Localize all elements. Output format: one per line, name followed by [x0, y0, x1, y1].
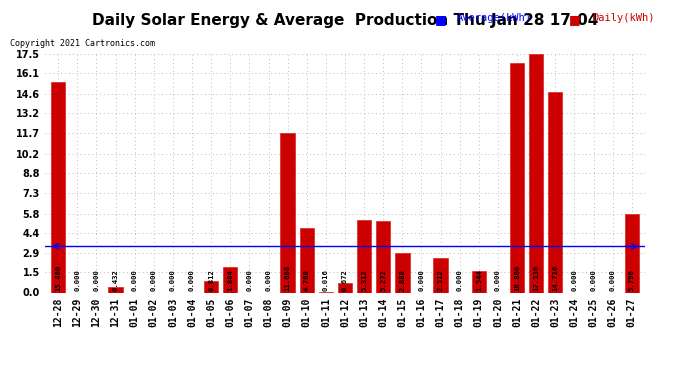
- Text: Copyright 2021 Cartronics.com: Copyright 2021 Cartronics.com: [10, 39, 155, 48]
- Text: 0.000: 0.000: [170, 270, 176, 291]
- Bar: [433, 258, 448, 292]
- Text: 11.688: 11.688: [285, 265, 290, 291]
- Text: 2.512: 2.512: [437, 270, 444, 291]
- Text: 0.000: 0.000: [189, 270, 195, 291]
- Bar: [108, 286, 123, 292]
- Bar: [510, 63, 524, 292]
- Bar: [299, 228, 314, 292]
- Text: Daily Solar Energy & Average  Production Thu Jan 28 17:04: Daily Solar Energy & Average Production …: [92, 13, 598, 28]
- Bar: [204, 282, 218, 292]
- Text: 0.672: 0.672: [342, 270, 348, 291]
- Bar: [280, 134, 295, 292]
- Text: 0.812: 0.812: [208, 270, 214, 291]
- Text: 5.312: 5.312: [361, 270, 367, 291]
- Text: 0.000: 0.000: [75, 270, 80, 291]
- Text: 5.796: 5.796: [629, 270, 635, 291]
- Text: 0.432: 0.432: [112, 270, 119, 291]
- Bar: [529, 54, 543, 292]
- Bar: [376, 221, 391, 292]
- Text: 0.000: 0.000: [246, 270, 253, 291]
- Text: 0.000: 0.000: [151, 270, 157, 291]
- Text: 0.000: 0.000: [457, 270, 463, 291]
- Text: 0.000: 0.000: [93, 270, 99, 291]
- Text: 16.860: 16.860: [514, 265, 520, 291]
- Bar: [472, 272, 486, 292]
- Bar: [223, 267, 237, 292]
- Text: 0.000: 0.000: [571, 270, 578, 291]
- Text: Average(kWh): Average(kWh): [457, 13, 532, 23]
- Bar: [548, 92, 562, 292]
- Text: 0.000: 0.000: [418, 270, 424, 291]
- Text: 5.272: 5.272: [380, 270, 386, 291]
- Bar: [395, 253, 410, 292]
- Bar: [51, 82, 66, 292]
- Bar: [624, 214, 639, 292]
- Text: ■: ■: [569, 13, 581, 26]
- Text: 15.460: 15.460: [55, 265, 61, 291]
- Text: 0.000: 0.000: [132, 270, 138, 291]
- Text: Daily(kWh): Daily(kWh): [592, 13, 655, 23]
- Text: 1.544: 1.544: [476, 270, 482, 291]
- Text: 0.000: 0.000: [266, 270, 272, 291]
- Text: 0.016: 0.016: [323, 270, 329, 291]
- Text: 0.000: 0.000: [495, 270, 501, 291]
- Text: 2.888: 2.888: [400, 270, 405, 291]
- Text: ■: ■: [435, 13, 446, 26]
- Bar: [357, 220, 371, 292]
- Text: 14.716: 14.716: [552, 265, 558, 291]
- Text: 0.000: 0.000: [591, 270, 597, 291]
- Text: 17.536: 17.536: [533, 265, 539, 291]
- Bar: [338, 284, 352, 292]
- Text: 4.768: 4.768: [304, 270, 310, 291]
- Text: 1.884: 1.884: [227, 270, 233, 291]
- Text: 0.000: 0.000: [610, 270, 615, 291]
